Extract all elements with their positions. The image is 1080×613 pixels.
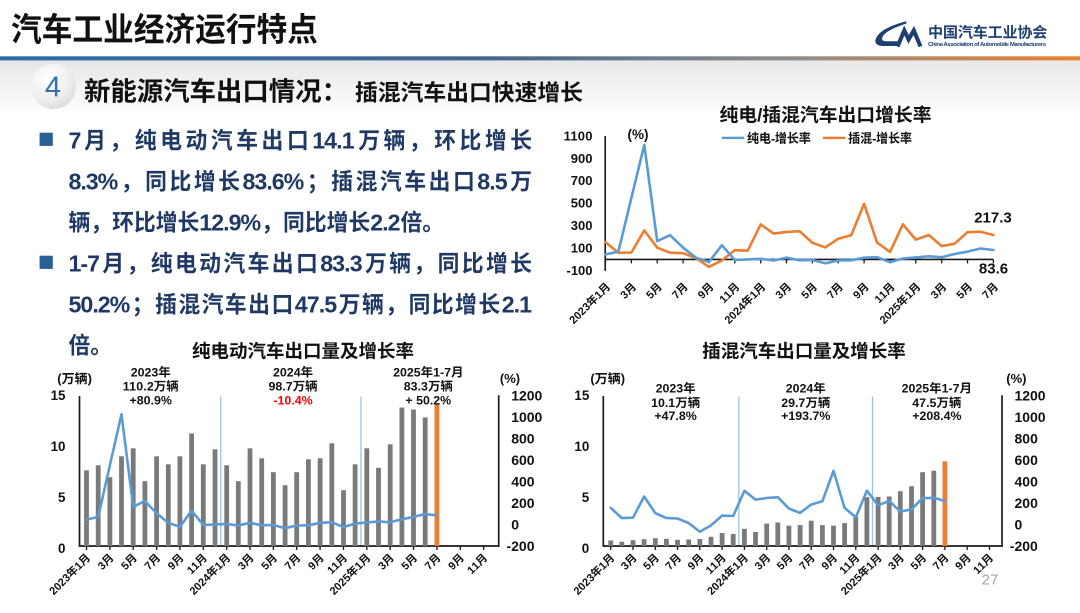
svg-text:400: 400 bbox=[1015, 474, 1039, 490]
svg-text:-200: -200 bbox=[1010, 538, 1038, 554]
svg-text:200: 200 bbox=[511, 495, 535, 511]
svg-text:0: 0 bbox=[58, 541, 65, 556]
svg-text:2025: 2025 bbox=[902, 382, 930, 396]
svg-text:83.6%: 83.6% bbox=[243, 169, 305, 195]
svg-text:83.3: 83.3 bbox=[320, 251, 362, 277]
svg-text:8.5: 8.5 bbox=[477, 169, 507, 195]
svg-text:98.7: 98.7 bbox=[269, 380, 293, 394]
svg-text:2.2: 2.2 bbox=[370, 210, 400, 236]
svg-text:2024: 2024 bbox=[786, 382, 814, 396]
svg-text:(: ( bbox=[590, 371, 595, 386]
svg-text:): ) bbox=[621, 371, 625, 386]
svg-text:2023: 2023 bbox=[656, 382, 684, 396]
svg-text:4: 4 bbox=[45, 72, 61, 104]
svg-text:0: 0 bbox=[1015, 517, 1023, 533]
svg-text:1-7: 1-7 bbox=[433, 366, 451, 380]
svg-text:50.2%: 50.2% bbox=[69, 292, 131, 318]
svg-text:1200: 1200 bbox=[1015, 388, 1046, 404]
svg-text:-200: -200 bbox=[507, 538, 535, 554]
svg-text:2.1: 2.1 bbox=[502, 292, 532, 318]
svg-text:8.3%: 8.3% bbox=[69, 169, 119, 195]
svg-text:2023: 2023 bbox=[131, 366, 159, 380]
svg-text:(%): (%) bbox=[500, 371, 520, 386]
svg-text:110.2: 110.2 bbox=[123, 380, 154, 394]
svg-text:800: 800 bbox=[511, 431, 535, 447]
svg-text:14.1: 14.1 bbox=[312, 128, 354, 154]
svg-text:(%): (%) bbox=[1006, 371, 1026, 386]
svg-text:(: ( bbox=[57, 371, 62, 386]
svg-text:700: 700 bbox=[571, 173, 593, 188]
svg-text:900: 900 bbox=[571, 151, 593, 166]
svg-text:0: 0 bbox=[582, 541, 589, 556]
svg-text:(%): (%) bbox=[628, 127, 649, 142]
svg-text:100: 100 bbox=[571, 241, 593, 256]
svg-text:1-7: 1-7 bbox=[942, 382, 960, 396]
svg-text:15: 15 bbox=[574, 388, 589, 403]
svg-text:+208.4%: +208.4% bbox=[912, 409, 961, 423]
svg-text:400: 400 bbox=[511, 474, 535, 490]
svg-text:2024: 2024 bbox=[273, 366, 301, 380]
svg-text:1200: 1200 bbox=[511, 388, 542, 404]
svg-text:2025: 2025 bbox=[393, 366, 421, 380]
svg-text:10: 10 bbox=[51, 439, 66, 454]
svg-text:7: 7 bbox=[69, 128, 82, 154]
svg-text:5: 5 bbox=[582, 490, 590, 505]
svg-text:+47.8%: +47.8% bbox=[654, 409, 696, 423]
svg-text:200: 200 bbox=[1015, 495, 1039, 511]
svg-text:47.5: 47.5 bbox=[912, 396, 936, 410]
svg-text:-: - bbox=[872, 131, 876, 146]
svg-text:800: 800 bbox=[1015, 431, 1039, 447]
svg-text:12.9%: 12.9% bbox=[199, 210, 261, 236]
svg-text:1000: 1000 bbox=[511, 409, 542, 425]
svg-text:-100: -100 bbox=[567, 263, 593, 278]
svg-text:10.1: 10.1 bbox=[651, 396, 675, 410]
svg-text:): ) bbox=[88, 371, 92, 386]
svg-text:1100: 1100 bbox=[564, 128, 593, 143]
svg-text:-10.4%: -10.4% bbox=[273, 393, 312, 407]
svg-text:/: / bbox=[757, 105, 763, 126]
svg-text:15: 15 bbox=[51, 388, 66, 403]
svg-text:27: 27 bbox=[982, 572, 999, 589]
svg-text:0: 0 bbox=[511, 517, 519, 533]
svg-text:+ 50.2%: + 50.2% bbox=[405, 393, 451, 407]
svg-text:1-7: 1-7 bbox=[69, 251, 101, 277]
svg-text:China Association of Automobil: China Association of Automobile Manufact… bbox=[928, 42, 1047, 48]
svg-text:217.3: 217.3 bbox=[974, 210, 1012, 227]
svg-text:600: 600 bbox=[1015, 452, 1039, 468]
svg-text:+80.9%: +80.9% bbox=[130, 393, 172, 407]
svg-text:5: 5 bbox=[58, 490, 66, 505]
svg-text:+193.7%: +193.7% bbox=[781, 409, 830, 423]
svg-text:10: 10 bbox=[574, 439, 589, 454]
svg-text:500: 500 bbox=[571, 196, 593, 211]
svg-text:600: 600 bbox=[511, 452, 535, 468]
svg-text:300: 300 bbox=[571, 218, 593, 233]
svg-text:-: - bbox=[771, 131, 775, 146]
svg-text:47.5: 47.5 bbox=[295, 292, 337, 318]
svg-text:29.7: 29.7 bbox=[781, 396, 805, 410]
svg-text:83.3: 83.3 bbox=[404, 380, 428, 394]
svg-text:83.6: 83.6 bbox=[979, 261, 1008, 278]
svg-text:1000: 1000 bbox=[1015, 409, 1046, 425]
